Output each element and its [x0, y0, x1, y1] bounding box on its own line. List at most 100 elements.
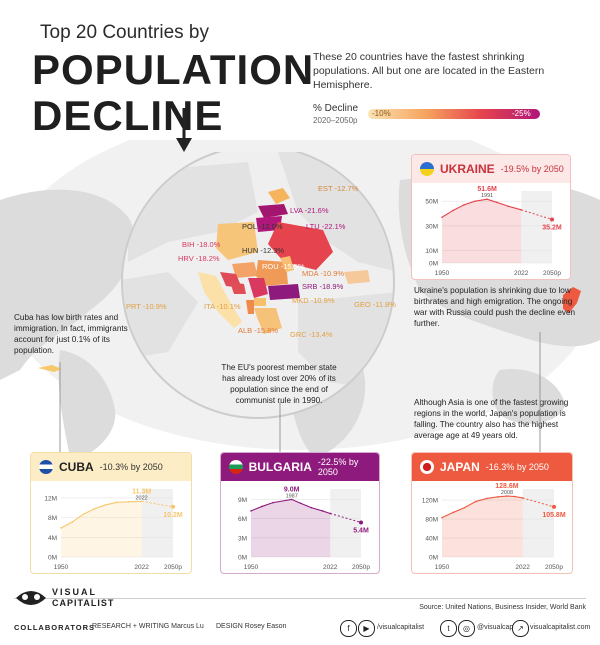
bulgaria-note: The EU's poorest member state has alread…: [221, 363, 337, 405]
legend-high-label: -25%: [512, 109, 531, 118]
data-point: [71, 521, 73, 523]
cuba-flag-icon: [39, 460, 53, 474]
y-tick-label: 0M: [238, 555, 247, 562]
facebook-icon[interactable]: f: [340, 620, 357, 637]
map-label-bih: BIH -18.0%: [182, 240, 221, 249]
data-point: [463, 506, 466, 509]
instagram-icon[interactable]: ◎: [458, 620, 475, 637]
map-hun: [232, 262, 258, 278]
bulgaria-panel: BULGARIA -22.5% by 2050 0M 3M 6M 9M 9.0M 1987…: [220, 452, 380, 574]
data-point: [520, 209, 522, 211]
x-tick-label: 1950: [435, 270, 450, 277]
peak-year-label: 1987: [286, 493, 298, 499]
y-tick-label: 40M: [425, 536, 438, 543]
japan-map-shape: [563, 287, 581, 313]
y-tick-label: 50M: [425, 199, 438, 206]
legend-title: % Decline: [313, 103, 359, 114]
end-point: [171, 504, 175, 509]
end-point: [552, 504, 556, 509]
cuba-panel: CUBA -10.3% by 2050 0M 4M 8M 12M 11.3M 2022 10…: [30, 452, 192, 574]
map-label-mkd: MKD -10.9%: [292, 296, 335, 305]
peak-year-label: 1991: [481, 193, 493, 199]
data-point: [250, 510, 252, 512]
ukraine-flag-icon: [420, 162, 434, 176]
x-tick-label: 2022: [323, 564, 338, 571]
japan-name: JAPAN: [440, 460, 480, 474]
projection-shade: [521, 191, 552, 263]
title-top: Top 20 Countries by: [40, 22, 209, 43]
data-point: [441, 516, 443, 519]
y-tick-label: 12M: [44, 495, 57, 502]
map-label-mda: MDA -10.9%: [302, 269, 345, 278]
title-line2: DECLINE: [32, 92, 224, 139]
end-value-label: 5.4M: [353, 527, 369, 534]
map-bgr: [268, 284, 300, 300]
series-line: [250, 498, 331, 515]
data-point: [116, 501, 118, 504]
ukraine-name: UKRAINE: [440, 162, 495, 176]
bulgaria-name: BULGARIA: [248, 460, 312, 474]
data-point: [514, 495, 516, 498]
ukraine-panel: UKRAINE -19.5% by 2050 0M 10M 30M 50M 51.6M 1…: [411, 154, 571, 280]
map-alb: [246, 300, 254, 314]
projection-line: [521, 209, 553, 220]
japan-subtitle: -16.3% by 2050: [485, 462, 549, 472]
japan-note: Although Asia is one of the fastest grow…: [414, 398, 569, 440]
legend-period: 2020–2050p: [313, 116, 358, 125]
projection-shade: [330, 489, 361, 557]
data-point: [299, 502, 302, 505]
footer-divider: [14, 598, 586, 599]
social-handle-1[interactable]: /visualcapitalist: [377, 624, 425, 631]
area-fill: [251, 499, 331, 557]
x-tick-label: 2050p: [545, 564, 563, 571]
research-credit: RESEARCH + WRITING Marcus Lu: [92, 623, 204, 630]
website-icon[interactable]: ↗: [512, 620, 529, 637]
projection-line: [522, 497, 555, 508]
y-tick-label: 0M: [429, 555, 438, 562]
ukraine-subtitle: -19.5% by 2050: [500, 164, 564, 174]
bulgaria-subtitle: -22.5% by 2050: [317, 457, 359, 477]
x-tick-label: 1950: [435, 564, 450, 571]
cuba-map-shape: [38, 365, 62, 372]
map-grc: [254, 308, 282, 334]
map-label-hrv: HRV -18.2%: [178, 254, 220, 263]
y-tick-label: 9M: [238, 497, 247, 504]
twitter-icon[interactable]: t: [440, 620, 457, 637]
map-label-grc: GRC -13.4%: [290, 330, 333, 339]
projection-shade: [141, 489, 173, 557]
peak-value-label: 9.0M: [284, 486, 300, 493]
x-tick-label: 2022: [515, 564, 530, 571]
bulgaria-panel-header: BULGARIA -22.5% by 2050: [221, 453, 379, 481]
map-est: [268, 188, 290, 204]
collaborators-label: COLLABORATORS: [14, 623, 96, 632]
ukraine-note: Ukraine's population is shrinking due to…: [414, 286, 576, 328]
y-tick-label: 6M: [238, 516, 247, 523]
data-point: [321, 510, 324, 512]
map-mda: [280, 256, 294, 272]
end-value-label: 35.2M: [542, 224, 562, 231]
map-label-srb: SRB -18.9%: [302, 282, 344, 291]
y-tick-label: 4M: [48, 535, 57, 542]
bulgaria-flag-icon: [229, 460, 243, 474]
data-point: [506, 495, 508, 497]
end-point: [550, 217, 554, 222]
brand-line1: VISUAL: [52, 587, 98, 597]
map-label-est: EST -12.7%: [318, 184, 359, 193]
peak-year-label: 2022: [136, 495, 148, 501]
series-line: [441, 198, 522, 218]
data-point: [310, 506, 313, 509]
x-tick-label: 1950: [54, 564, 69, 571]
map-ita: [198, 272, 242, 328]
legend-gradient-bar: [368, 109, 540, 119]
social-handle-2[interactable]: @visualcap: [477, 624, 514, 631]
data-point: [452, 209, 454, 212]
website-link[interactable]: visualcapitalist.com: [530, 624, 591, 631]
y-tick-label: 0M: [429, 261, 438, 268]
cuba-note: Cuba has low birth rates and immigration…: [14, 313, 128, 355]
y-tick-label: 80M: [425, 517, 438, 524]
data-point: [497, 495, 499, 498]
youtube-icon[interactable]: ▶: [358, 620, 375, 637]
